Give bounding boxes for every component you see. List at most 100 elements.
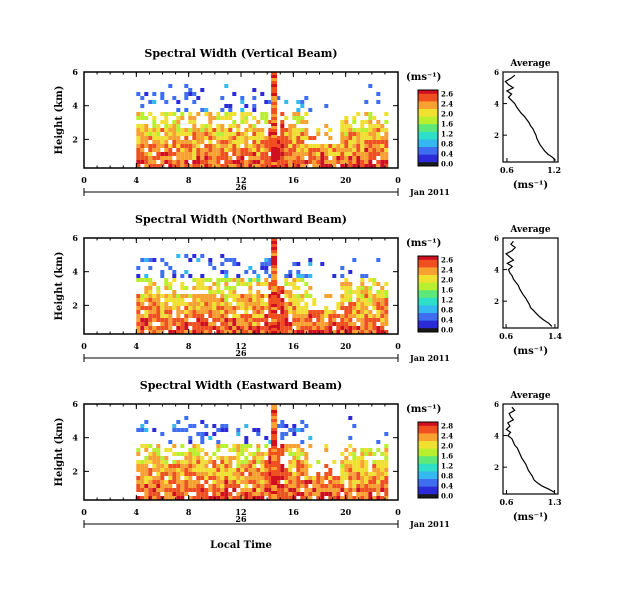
heatmap-cell [148, 322, 153, 326]
heatmap-cell [364, 310, 369, 314]
heatmap-cell [271, 289, 278, 292]
heatmap-cell [320, 492, 325, 496]
colorbar-segment [418, 471, 438, 474]
heatmap-cell [344, 472, 349, 476]
heatmap-cell [348, 322, 353, 326]
heatmap-cell [376, 488, 381, 492]
heatmap-cell [156, 156, 161, 160]
heatmap-cell [180, 318, 185, 322]
heatmap-cell [384, 456, 389, 460]
heatmap-cell [380, 306, 385, 310]
heatmap-cell [164, 448, 169, 452]
heatmap-cell [360, 278, 365, 282]
heatmap-cell [268, 160, 273, 164]
heatmap-cell [136, 124, 141, 128]
heatmap-cell [316, 152, 321, 156]
heatmap-cell [160, 156, 165, 160]
heatmap-cell [248, 452, 253, 456]
heatmap-cell [260, 160, 265, 164]
heatmap-cell [240, 330, 245, 334]
heatmap-cell [260, 464, 265, 468]
heatmap-cell [260, 128, 265, 132]
heatmap-cell [356, 144, 361, 148]
colorbar-segment [418, 124, 438, 127]
heatmap-cell [324, 464, 329, 468]
heatmap-cell [384, 492, 389, 496]
heatmap-cell [216, 282, 221, 286]
heatmap-cell [144, 152, 149, 156]
heatmap-cell [344, 318, 349, 322]
heatmap-cell [176, 496, 181, 500]
heatmap-cell [200, 140, 205, 144]
heatmap-cell [348, 460, 353, 464]
heatmap-cell [264, 164, 269, 168]
heatmap-cell [140, 444, 145, 448]
heatmap-cell [196, 496, 201, 500]
heatmap-cell [300, 136, 305, 140]
heatmap-cell [308, 492, 313, 496]
heatmap-cell [176, 326, 181, 330]
heatmap-cell [372, 294, 377, 298]
heatmap-cell [224, 270, 229, 274]
heatmap-cell [248, 322, 253, 326]
heatmap-cell [164, 100, 169, 104]
heatmap-cell [204, 330, 209, 334]
heatmap-cell [216, 480, 221, 484]
heatmap-cell [180, 464, 185, 468]
heatmap-cell [172, 152, 177, 156]
heatmap-cell [196, 488, 201, 492]
heatmap-cell [244, 160, 249, 164]
heatmap-cell [220, 128, 225, 132]
heatmap-cell [260, 266, 265, 270]
heatmap-cell [348, 484, 353, 488]
heatmap-cell [356, 492, 361, 496]
heatmap-cell [312, 488, 317, 492]
heatmap-cell [244, 152, 249, 156]
heatmap-cell [271, 428, 278, 431]
heatmap-cell [252, 428, 257, 432]
heatmap-cell [224, 464, 229, 468]
heatmap-cell [156, 444, 161, 448]
heatmap-cell [192, 480, 197, 484]
heatmap-cell [271, 108, 278, 111]
heatmap-cell [188, 274, 193, 278]
heatmap-cell [216, 428, 221, 432]
colorbar-segment [418, 465, 438, 469]
heatmap-cell [248, 152, 253, 156]
heatmap-cell [224, 286, 229, 290]
heatmap-cell [332, 480, 337, 484]
heatmap-cell [368, 152, 373, 156]
heatmap-cell [192, 444, 197, 448]
heatmap-cell [256, 488, 261, 492]
heatmap-cell [292, 286, 297, 290]
heatmap-cell [140, 330, 145, 334]
heatmap-cell [184, 164, 189, 168]
heatmap-cell [256, 164, 261, 168]
heatmap-cell [212, 148, 217, 152]
heatmap-cell [196, 330, 201, 334]
heatmap-cell [176, 148, 181, 152]
heatmap-cell [296, 318, 301, 322]
heatmap-cell [172, 468, 177, 472]
heatmap-cell [164, 318, 169, 322]
heatmap-cell [340, 144, 345, 148]
heatmap-cell [304, 488, 309, 492]
heatmap-cell [312, 326, 317, 330]
colorbar-segment [418, 299, 438, 303]
heatmap-cell [224, 322, 229, 326]
colorbar-segment [418, 473, 438, 476]
heatmap-cell [192, 322, 197, 326]
heatmap-cell [180, 164, 185, 168]
heatmap-cell [248, 266, 253, 270]
heatmap-cell [192, 484, 197, 488]
average-title: Average [509, 391, 550, 401]
heatmap-cell [212, 298, 217, 302]
heatmap-cell [236, 144, 241, 148]
heatmap-cell [192, 310, 197, 314]
heatmap-cell [176, 100, 181, 104]
heatmap-cell [288, 132, 293, 136]
heatmap-cell [260, 314, 265, 318]
heatmap-cell [352, 472, 357, 476]
heatmap-cell [212, 322, 217, 326]
heatmap-cell [240, 100, 245, 104]
